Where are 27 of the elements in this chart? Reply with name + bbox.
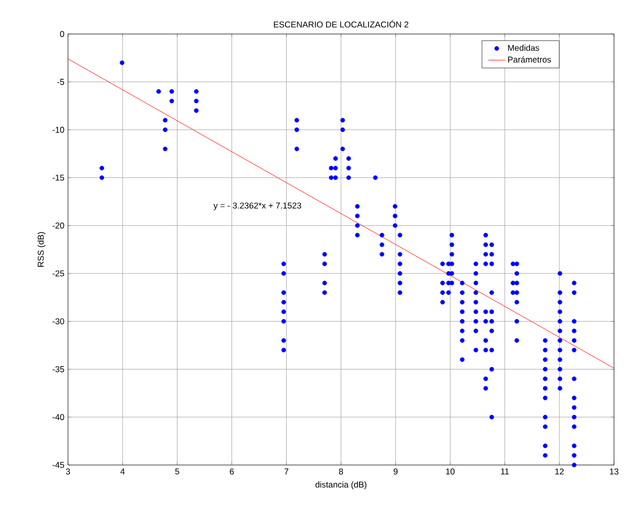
x-tick-label: 6 [230, 468, 234, 475]
y-tick-label: -40 [52, 414, 64, 420]
x-tick-label: 13 [610, 468, 618, 475]
y-tick-label: -35 [52, 366, 64, 372]
annotation: y = - 3.2362*x + 7.1523 [213, 202, 302, 210]
y-axis-title: RSS (dB) [38, 232, 46, 267]
x-tick-label: 11 [501, 468, 509, 474]
y-tick-label: -15 [52, 174, 64, 181]
y-tick-label: -30 [52, 318, 64, 324]
x-tick-label: 7 [284, 468, 288, 474]
y-tick-label: 0 [60, 31, 64, 37]
x-tick-label: 4 [120, 468, 125, 474]
x-tick-label: 10 [446, 468, 455, 475]
legend-label: Medidas [508, 44, 540, 51]
x-tick-label: 3 [66, 468, 70, 475]
x-tick-label: 12 [555, 468, 564, 474]
legend-label: Parámetros [508, 56, 551, 63]
y-tick-label: -45 [52, 462, 64, 468]
y-tick-label: -25 [52, 270, 64, 276]
x-tick-label: 8 [339, 468, 343, 475]
chart-title: ESCENARIO DE LOCALIZACIÓN 2 [274, 20, 408, 28]
x-axis-title: distancia (dB) [315, 481, 366, 490]
y-tick-label: -10 [52, 126, 64, 133]
y-tick-label: -5 [57, 78, 64, 85]
x-tick-label: 9 [394, 468, 398, 475]
y-tick-label: -20 [52, 222, 64, 229]
x-tick-label: 5 [175, 468, 180, 474]
